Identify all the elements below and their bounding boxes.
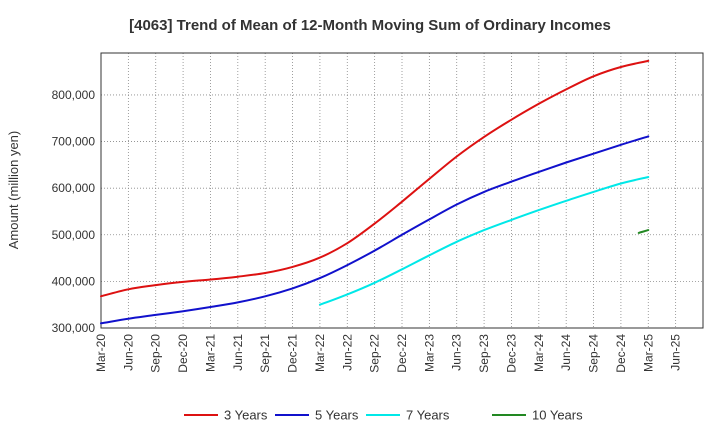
y-axis-label: Amount (million yen): [6, 131, 21, 250]
plot-background: [101, 53, 703, 328]
x-tick-label: Dec-23: [504, 334, 518, 373]
y-tick-label: 500,000: [52, 228, 96, 242]
x-tick-label: Jun-20: [121, 334, 135, 371]
x-tick-label: Jun-24: [559, 334, 573, 371]
x-tick-label: Jun-22: [340, 334, 354, 371]
y-tick-label: 700,000: [52, 135, 96, 149]
x-tick-label: Mar-24: [532, 334, 546, 372]
x-tick-label: Dec-22: [395, 334, 409, 373]
legend: 3 Years 5 Years 7 Years 10 Years: [184, 408, 583, 423]
plot-frame: [100, 52, 704, 329]
y-tick-label: 400,000: [52, 274, 96, 288]
y-tick-label: 600,000: [52, 181, 96, 195]
chart-title: [4063] Trend of Mean of 12-Month Moving …: [129, 17, 611, 34]
series-line-10-years: [637, 229, 650, 234]
series-line-5-years: [100, 135, 650, 325]
x-tick-label: Sep-24: [587, 334, 601, 373]
x-tick-label: Dec-24: [614, 334, 628, 373]
x-tick-label: Sep-21: [258, 334, 272, 373]
series-line-7-years: [318, 176, 650, 306]
plot-area: 300,000 400,000 500,000 600,000 700,000 800,0…: [52, 52, 704, 373]
x-tick-label: Dec-20: [176, 334, 190, 373]
x-tick-label: Mar-20: [94, 334, 108, 372]
x-tick-label: Jun-25: [669, 334, 683, 371]
legend-label: 10 Years: [532, 408, 583, 423]
x-tick-label: Sep-20: [149, 334, 163, 373]
x-tick-label: Sep-22: [368, 334, 382, 373]
legend-label: 3 Years: [224, 408, 268, 423]
y-tick-label: 300,000: [52, 321, 96, 335]
legend-label: 5 Years: [315, 408, 359, 423]
x-tick-label: Mar-21: [203, 334, 217, 372]
x-tick-label: Mar-25: [641, 334, 655, 372]
legend-label: 7 Years: [406, 408, 450, 423]
x-tick-label: Mar-23: [422, 334, 436, 372]
y-tick-label: 800,000: [52, 88, 96, 102]
x-tick-label: Jun-23: [450, 334, 464, 371]
x-tick-label: Mar-22: [313, 334, 327, 372]
x-tick-label: Dec-21: [286, 334, 300, 373]
x-tick-label: Jun-21: [231, 334, 245, 371]
x-tick-label: Sep-23: [477, 334, 491, 373]
series-line-3-years: [100, 59, 650, 298]
